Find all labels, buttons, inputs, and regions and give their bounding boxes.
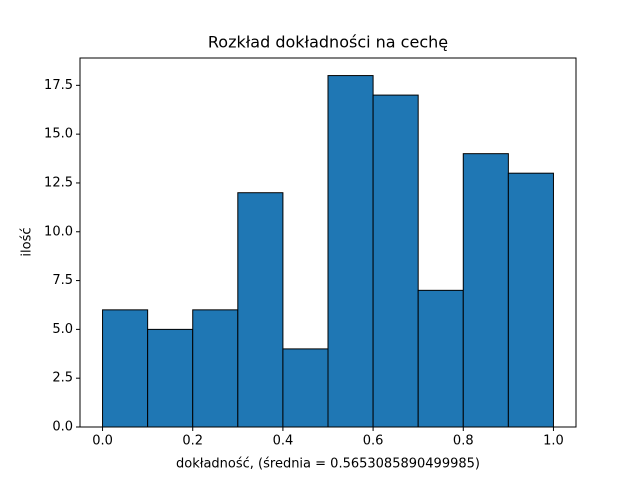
x-tick-label: 0.6 <box>363 434 384 449</box>
bar <box>417 289 464 428</box>
bar <box>372 94 419 428</box>
chart-title: Rozkład dokładności na cechę <box>208 33 448 52</box>
x-axis-label: dokładność, (średnia = 0.565308589049998… <box>176 457 480 472</box>
bar <box>282 348 329 428</box>
bar <box>462 153 509 428</box>
y-axis-label: ilość <box>20 227 35 256</box>
y-tick-label: 15.0 <box>44 127 73 142</box>
bar <box>102 309 149 428</box>
y-tick-label: 7.5 <box>52 273 73 288</box>
bar <box>327 75 374 428</box>
bar <box>147 328 194 428</box>
bar <box>507 172 554 428</box>
y-tick-label: 2.5 <box>52 371 73 386</box>
y-tick-label: 12.5 <box>44 175 73 190</box>
axes-frame <box>79 57 577 428</box>
x-tick-label: 0.0 <box>92 434 113 449</box>
x-tick-label: 0.2 <box>182 434 203 449</box>
y-tick-label: 17.5 <box>44 78 73 93</box>
bar <box>192 309 239 428</box>
x-tick-label: 0.8 <box>453 434 474 449</box>
y-tick-label: 0.0 <box>52 420 73 435</box>
y-tick-label: 5.0 <box>52 322 73 337</box>
y-tick-label: 10.0 <box>44 224 73 239</box>
x-tick-label: 1.0 <box>543 434 564 449</box>
bar <box>237 192 284 428</box>
x-tick-label: 0.4 <box>273 434 294 449</box>
